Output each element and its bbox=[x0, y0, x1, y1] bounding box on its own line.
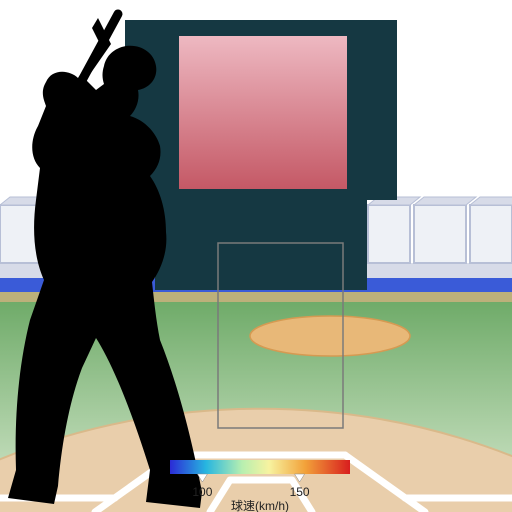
speed-tick-label: 150 bbox=[290, 485, 310, 499]
stand-block bbox=[368, 205, 410, 263]
speed-legend-label: 球速(km/h) bbox=[231, 499, 289, 512]
stand-block bbox=[470, 205, 512, 263]
speed-legend-bar bbox=[170, 460, 350, 474]
mound bbox=[250, 316, 410, 356]
speed-tick-label: 100 bbox=[192, 485, 212, 499]
pitch-chart: 100 150球速(km/h) bbox=[0, 0, 512, 512]
stand-block bbox=[414, 205, 466, 263]
scoreboard-screen bbox=[178, 35, 348, 190]
scoreboard-lower bbox=[155, 200, 367, 290]
stand-top bbox=[414, 197, 476, 205]
helmet-brim bbox=[126, 70, 150, 74]
